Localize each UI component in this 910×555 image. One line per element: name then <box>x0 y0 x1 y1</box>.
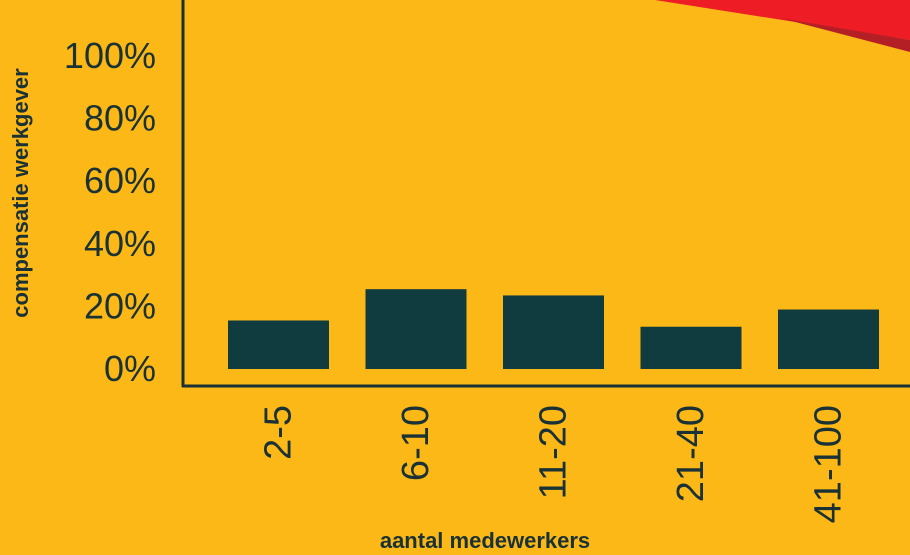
y-tick-labels: 0% 20% 40% 60% 80% 100% <box>64 35 156 389</box>
x-tick-label: 21-40 <box>670 405 712 502</box>
bar <box>503 295 604 369</box>
y-tick-label: 60% <box>84 160 156 201</box>
bars-group <box>228 289 879 369</box>
bar <box>365 289 467 369</box>
y-tick-label: 0% <box>104 348 156 389</box>
x-tick-label: 41-100 <box>808 405 850 523</box>
bar <box>640 326 742 369</box>
y-tick-label: 80% <box>84 98 156 139</box>
x-tick-label: 11-20 <box>533 405 575 499</box>
y-tick-label: 100% <box>64 35 156 76</box>
x-tick-labels: 2-5 6-10 11-20 21-40 41-100 <box>258 405 850 523</box>
y-tick-label: 40% <box>84 223 156 264</box>
x-axis-title: aantal medewerkers <box>380 528 590 553</box>
bar <box>778 309 879 369</box>
dark-red-accent-shape <box>780 18 910 52</box>
x-tick-label: 2-5 <box>258 405 300 460</box>
y-tick-label: 20% <box>84 285 156 326</box>
y-axis-title: compensatie werkgever <box>8 68 33 318</box>
x-tick-label: 6-10 <box>395 405 437 481</box>
bar <box>228 320 329 369</box>
